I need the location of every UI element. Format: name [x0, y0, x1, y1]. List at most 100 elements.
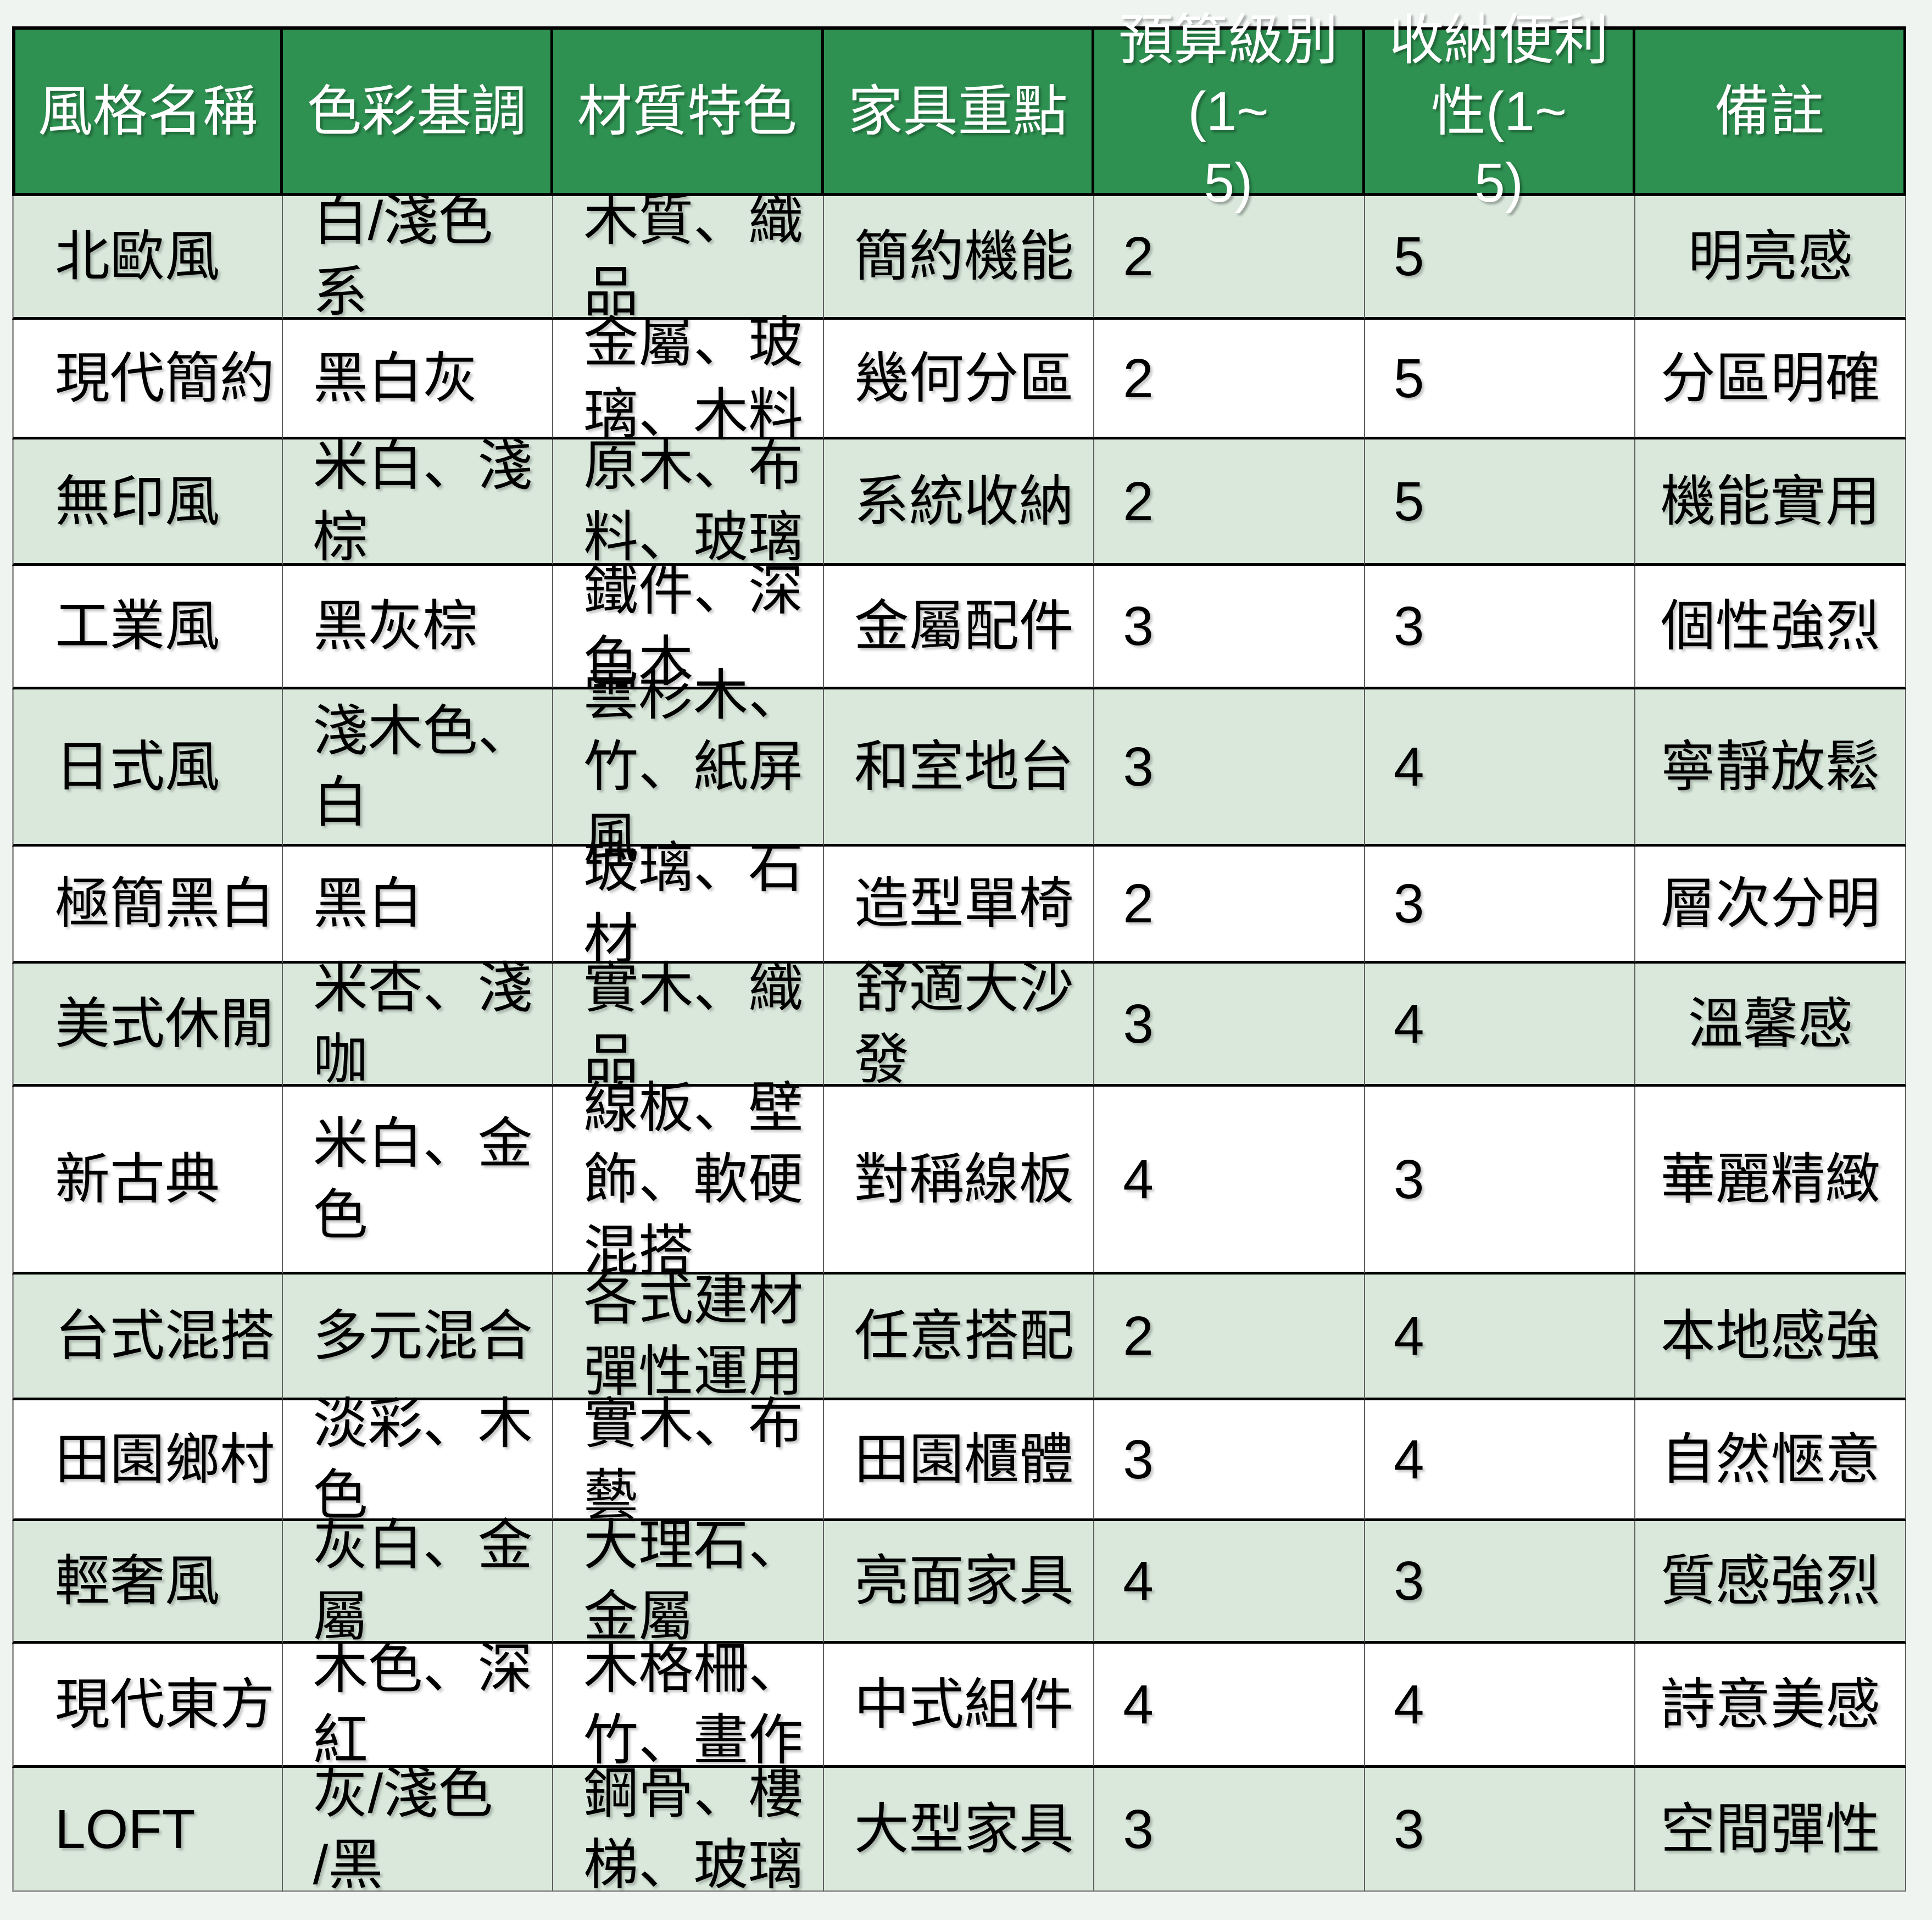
table-cell-furniture-focus: 中式組件	[823, 1644, 1095, 1768]
cell-text-note: 個性強烈	[1660, 596, 1880, 657]
table-cell-style-name: 新古典	[12, 1087, 283, 1275]
cell-text-furniture-focus: 大型家具	[854, 1798, 1074, 1860]
cell-text-budget-level: 2	[1123, 226, 1154, 287]
table-cell-note: 本地感強	[1635, 1275, 1906, 1400]
cell-text-material-feature: 木質、織 品	[583, 190, 804, 323]
table-cell-style-name: 工業風	[12, 566, 283, 689]
table-cell-note: 華麗精緻	[1635, 1087, 1906, 1275]
cell-text-note: 明亮感	[1688, 226, 1853, 287]
cell-text-storage-convenience: 3	[1393, 596, 1424, 657]
table-cell-storage-convenience: 4	[1365, 964, 1636, 1087]
table-cell-color-tone: 米白、金 色	[282, 1087, 554, 1275]
header-label-budget-level: 預算級別 (1~ 5)	[1118, 9, 1339, 214]
table-cell-budget-level: 2	[1094, 1275, 1365, 1400]
cell-text-note: 自然愜意	[1660, 1428, 1880, 1490]
cell-text-furniture-focus: 簡約機能	[854, 226, 1074, 287]
cell-text-budget-level: 2	[1123, 347, 1154, 409]
table-cell-note: 層次分明	[1635, 847, 1906, 964]
table-cell-storage-convenience: 5	[1365, 439, 1636, 566]
table-cell-style-name: LOFT	[12, 1768, 283, 1892]
table-cell-budget-level: 4	[1094, 1087, 1365, 1275]
cell-text-furniture-focus: 中式組件	[854, 1673, 1074, 1735]
interior-styles-comparison-table: 風格名稱 色彩基調 材質特色 家具重點 預算級別 (1~ 5) 收納便利 性(1~ 5) 備…	[12, 9, 1906, 1896]
cell-text-storage-convenience: 5	[1393, 347, 1424, 409]
cell-text-furniture-focus: 對稱線板	[854, 1148, 1074, 1210]
cell-text-budget-level: 4	[1123, 1148, 1154, 1210]
table-cell-color-tone: 木色、深 紅	[282, 1638, 554, 1771]
header-cell-material-feature: 材質特色	[553, 26, 824, 196]
table-cell-color-tone: 米白、淺 棕	[282, 435, 554, 568]
cell-text-color-tone: 淺木色、 白	[313, 700, 533, 833]
table-cell-storage-convenience: 4	[1365, 1400, 1636, 1521]
table-cell-style-name: 現代簡約	[12, 320, 283, 439]
table-cell-style-name: 現代東方	[12, 1644, 283, 1768]
cell-text-note: 空間彈性	[1660, 1798, 1880, 1860]
table-cell-furniture-focus: 亮面家具	[823, 1521, 1095, 1644]
cell-text-budget-level: 3	[1123, 993, 1154, 1055]
cell-text-style-name: 北歐風	[55, 226, 220, 287]
cell-text-storage-convenience: 4	[1393, 1673, 1424, 1735]
cell-text-storage-convenience: 4	[1393, 736, 1424, 798]
table-cell-furniture-focus: 田園櫃體	[823, 1400, 1095, 1521]
cell-text-note: 詩意美感	[1660, 1673, 1880, 1735]
table-cell-material-feature: 雲杉木、 竹、紙屏 風	[553, 665, 824, 869]
table-cell-furniture-focus: 簡約機能	[823, 196, 1095, 320]
cell-text-budget-level: 2	[1123, 1305, 1154, 1367]
cell-text-color-tone: 米白、淺 棕	[313, 435, 533, 568]
cell-text-storage-convenience: 4	[1393, 1428, 1424, 1490]
table-cell-storage-convenience: 3	[1365, 566, 1636, 689]
table-cell-color-tone: 多元混合	[282, 1275, 554, 1400]
cell-text-color-tone: 黑白	[313, 873, 423, 934]
cell-text-material-feature: 玻璃、石 材	[583, 837, 804, 970]
table-cell-note: 質感強烈	[1635, 1521, 1906, 1644]
table-cell-style-name: 無印風	[12, 439, 283, 566]
cell-text-style-name: 田園鄉村	[55, 1428, 275, 1490]
cell-text-furniture-focus: 舒適大沙 發	[854, 957, 1074, 1090]
cell-text-color-tone: 米杏、淺 咖	[313, 957, 533, 1090]
cell-text-color-tone: 米白、金 色	[313, 1112, 533, 1246]
table-cell-budget-level: 3	[1094, 1768, 1365, 1892]
table-cell-material-feature: 木格柵、 竹、畫作	[553, 1638, 824, 1771]
table-cell-color-tone: 米杏、淺 咖	[282, 958, 554, 1090]
header-label-material-feature: 材質特色	[577, 80, 797, 142]
table-cell-note: 個性強烈	[1635, 566, 1906, 689]
table-cell-material-feature: 各式建材 彈性運用	[553, 1270, 824, 1403]
cell-text-budget-level: 4	[1123, 1673, 1154, 1735]
table-cell-budget-level: 3	[1094, 566, 1365, 689]
cell-text-style-name: 現代簡約	[55, 347, 275, 409]
cell-text-budget-level: 4	[1123, 1550, 1154, 1612]
table-cell-note: 分區明確	[1635, 320, 1906, 439]
table-cell-note: 詩意美感	[1635, 1644, 1906, 1768]
table-cell-budget-level: 3	[1094, 689, 1365, 847]
cell-text-style-name: 現代東方	[55, 1673, 275, 1735]
cell-text-note: 層次分明	[1660, 873, 1880, 934]
header-label-color-tone: 色彩基調	[307, 80, 527, 142]
cell-text-style-name: 極簡黑白	[55, 873, 275, 934]
table-cell-budget-level: 2	[1094, 320, 1365, 439]
table-cell-style-name: 極簡黑白	[12, 847, 283, 964]
table-cell-storage-convenience: 3	[1365, 1768, 1636, 1892]
cell-text-style-name: 日式風	[55, 736, 220, 798]
table-cell-furniture-focus: 幾何分區	[823, 320, 1095, 439]
header-cell-storage-convenience: 收納便利 性(1~ 5)	[1365, 9, 1636, 214]
cell-text-style-name: 無印風	[55, 470, 220, 532]
table-cell-furniture-focus: 系統收納	[823, 439, 1095, 566]
table-cell-color-tone: 灰白、金 屬	[282, 1515, 554, 1648]
cell-text-furniture-focus: 造型單椅	[854, 873, 1074, 934]
table-cell-furniture-focus: 大型家具	[823, 1768, 1095, 1892]
cell-text-note: 本地感強	[1660, 1305, 1880, 1367]
table-cell-storage-convenience: 3	[1365, 1087, 1636, 1275]
cell-text-color-tone: 灰白、金 屬	[313, 1515, 533, 1648]
table-cell-material-feature: 大理石、 金屬	[553, 1515, 824, 1648]
cell-text-furniture-focus: 田園櫃體	[854, 1428, 1074, 1490]
table-cell-material-feature: 木質、織 品	[553, 190, 824, 323]
table-cell-material-feature: 實木、織 品	[553, 958, 824, 1090]
cell-text-material-feature: 鐵件、深 色木	[583, 560, 804, 693]
table-cell-storage-convenience: 4	[1365, 689, 1636, 847]
cell-text-storage-convenience: 4	[1393, 993, 1424, 1055]
cell-text-material-feature: 線板、壁 飾、軟硬 混搭	[583, 1077, 804, 1282]
table-cell-color-tone: 淡彩、木 色	[282, 1393, 554, 1526]
cell-text-color-tone: 木色、深 紅	[313, 1638, 533, 1771]
table-cell-style-name: 日式風	[12, 689, 283, 847]
cell-text-material-feature: 各式建材 彈性運用	[583, 1270, 804, 1403]
